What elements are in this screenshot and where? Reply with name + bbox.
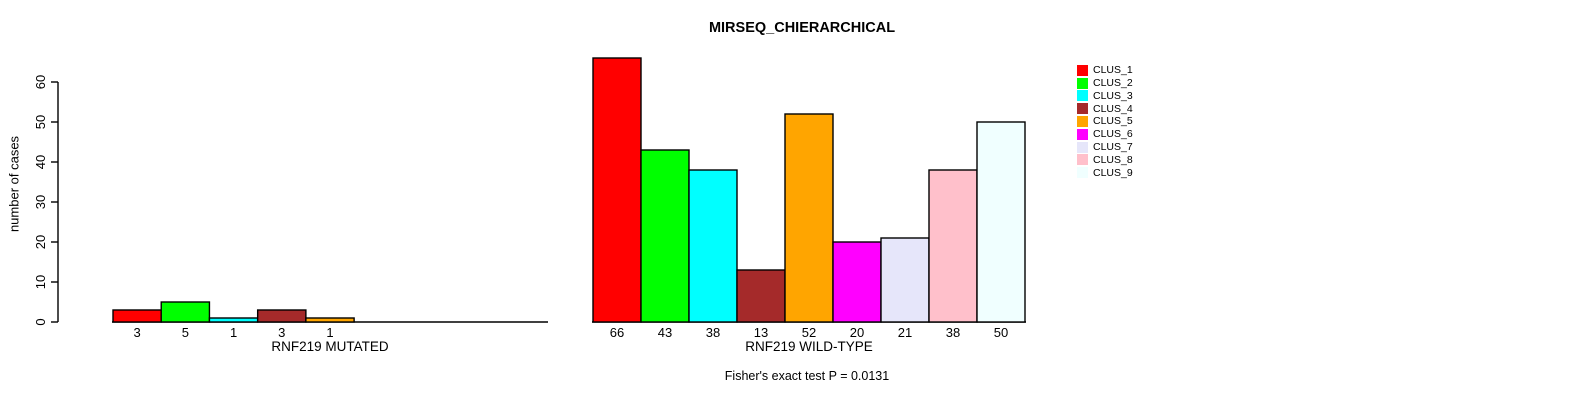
- bar-clus_3-panel-0: [208, 317, 259, 323]
- legend-swatch-clus_9: [1077, 167, 1088, 179]
- y-tick-label-40: 40: [33, 155, 48, 169]
- legend-swatch-clus_2: [1077, 77, 1088, 89]
- legend-label-clus_1: CLUS_1: [1093, 64, 1133, 77]
- legend-swatch-clus_3: [1077, 90, 1088, 102]
- bar-value-label-clus_1-panel-1: 66: [610, 325, 624, 340]
- bar-clus_1-panel-0: [112, 309, 162, 323]
- bar-value-label-clus_4-panel-0: 3: [278, 325, 285, 340]
- legend-swatch-clus_1: [1077, 64, 1088, 76]
- legend-item-clus_4: CLUS_4: [1077, 102, 1133, 115]
- x-axis-label-mutated: RNF219 MUTATED: [271, 339, 389, 354]
- legend-swatch-clus_4: [1077, 103, 1088, 115]
- bar-clus_6-panel-1: [832, 241, 882, 323]
- bar-clus_9-panel-1: [976, 121, 1026, 323]
- legend-item-clus_5: CLUS_5: [1077, 115, 1133, 128]
- bar-clus_2-panel-1: [640, 149, 690, 323]
- y-tick-label-0: 0: [33, 318, 48, 325]
- y-axis-label: number of cases: [6, 135, 22, 233]
- legend-swatch-clus_7: [1077, 141, 1088, 153]
- legend-item-clus_8: CLUS_8: [1077, 154, 1133, 167]
- y-tick-label-30: 30: [33, 195, 48, 209]
- bar-clus_1-panel-1: [592, 57, 642, 323]
- legend-label-clus_3: CLUS_3: [1093, 89, 1133, 102]
- legend-swatch-clus_6: [1077, 128, 1088, 140]
- bar-value-label-clus_5-panel-1: 52: [802, 325, 816, 340]
- bar-value-label-clus_1-panel-0: 3: [133, 325, 140, 340]
- legend-label-clus_2: CLUS_2: [1093, 76, 1133, 89]
- legend-item-clus_3: CLUS_3: [1077, 90, 1133, 103]
- legend-item-clus_6: CLUS_6: [1077, 128, 1133, 141]
- legend-swatch-clus_5: [1077, 116, 1088, 128]
- bar-value-label-clus_5-panel-0: 1: [326, 325, 333, 340]
- legend-label-clus_8: CLUS_8: [1093, 153, 1133, 166]
- bar-value-label-clus_4-panel-1: 13: [754, 325, 768, 340]
- bar-clus_7-panel-1: [880, 237, 930, 323]
- legend: CLUS_1 CLUS_2 CLUS_3 CLUS_4 CLUS_5 CLUS_6 CLUS…: [1077, 64, 1133, 179]
- y-tick-label-50: 50: [33, 115, 48, 129]
- legend-swatch-clus_8: [1077, 154, 1088, 166]
- chart-title: MIRSEQ_CHIERARCHICAL: [708, 20, 896, 36]
- legend-label-clus_9: CLUS_9: [1093, 166, 1133, 179]
- bar-value-label-clus_8-panel-1: 38: [946, 325, 960, 340]
- bar-value-label-clus_7-panel-1: 21: [898, 325, 912, 340]
- bar-value-label-clus_2-panel-1: 43: [658, 325, 672, 340]
- bar-clus_5-panel-0: [305, 317, 355, 323]
- legend-item-clus_9: CLUS_9: [1077, 166, 1133, 179]
- bar-clus_4-panel-1: [736, 269, 786, 323]
- fisher-test-annotation: Fisher's exact test P = 0.0131: [724, 369, 890, 383]
- legend-item-clus_1: CLUS_1: [1077, 64, 1133, 77]
- bar-value-label-clus_3-panel-1: 38: [706, 325, 720, 340]
- legend-label-clus_4: CLUS_4: [1093, 102, 1133, 115]
- legend-item-clus_2: CLUS_2: [1077, 77, 1133, 90]
- bar-value-label-clus_9-panel-1: 50: [994, 325, 1008, 340]
- legend-label-clus_5: CLUS_5: [1093, 115, 1133, 128]
- bar-value-label-clus_2-panel-0: 5: [182, 325, 189, 340]
- x-axis-label-wildtype: RNF219 WILD-TYPE: [745, 339, 873, 354]
- bar-value-label-clus_3-panel-0: 1: [230, 325, 237, 340]
- bar-clus_2-panel-0: [160, 301, 211, 323]
- bar-clus_5-panel-1: [784, 113, 834, 323]
- bar-clus_8-panel-1: [928, 169, 978, 323]
- y-tick-label-20: 20: [33, 235, 48, 249]
- y-tick-label-10: 10: [33, 275, 48, 289]
- bar-clus_3-panel-1: [688, 169, 738, 323]
- y-tick-label-60: 60: [33, 75, 48, 89]
- legend-item-clus_7: CLUS_7: [1077, 141, 1133, 154]
- legend-label-clus_7: CLUS_7: [1093, 140, 1133, 153]
- legend-label-clus_6: CLUS_6: [1093, 128, 1133, 141]
- bar-clus_4-panel-0: [256, 309, 307, 323]
- bar-value-label-clus_6-panel-1: 20: [850, 325, 864, 340]
